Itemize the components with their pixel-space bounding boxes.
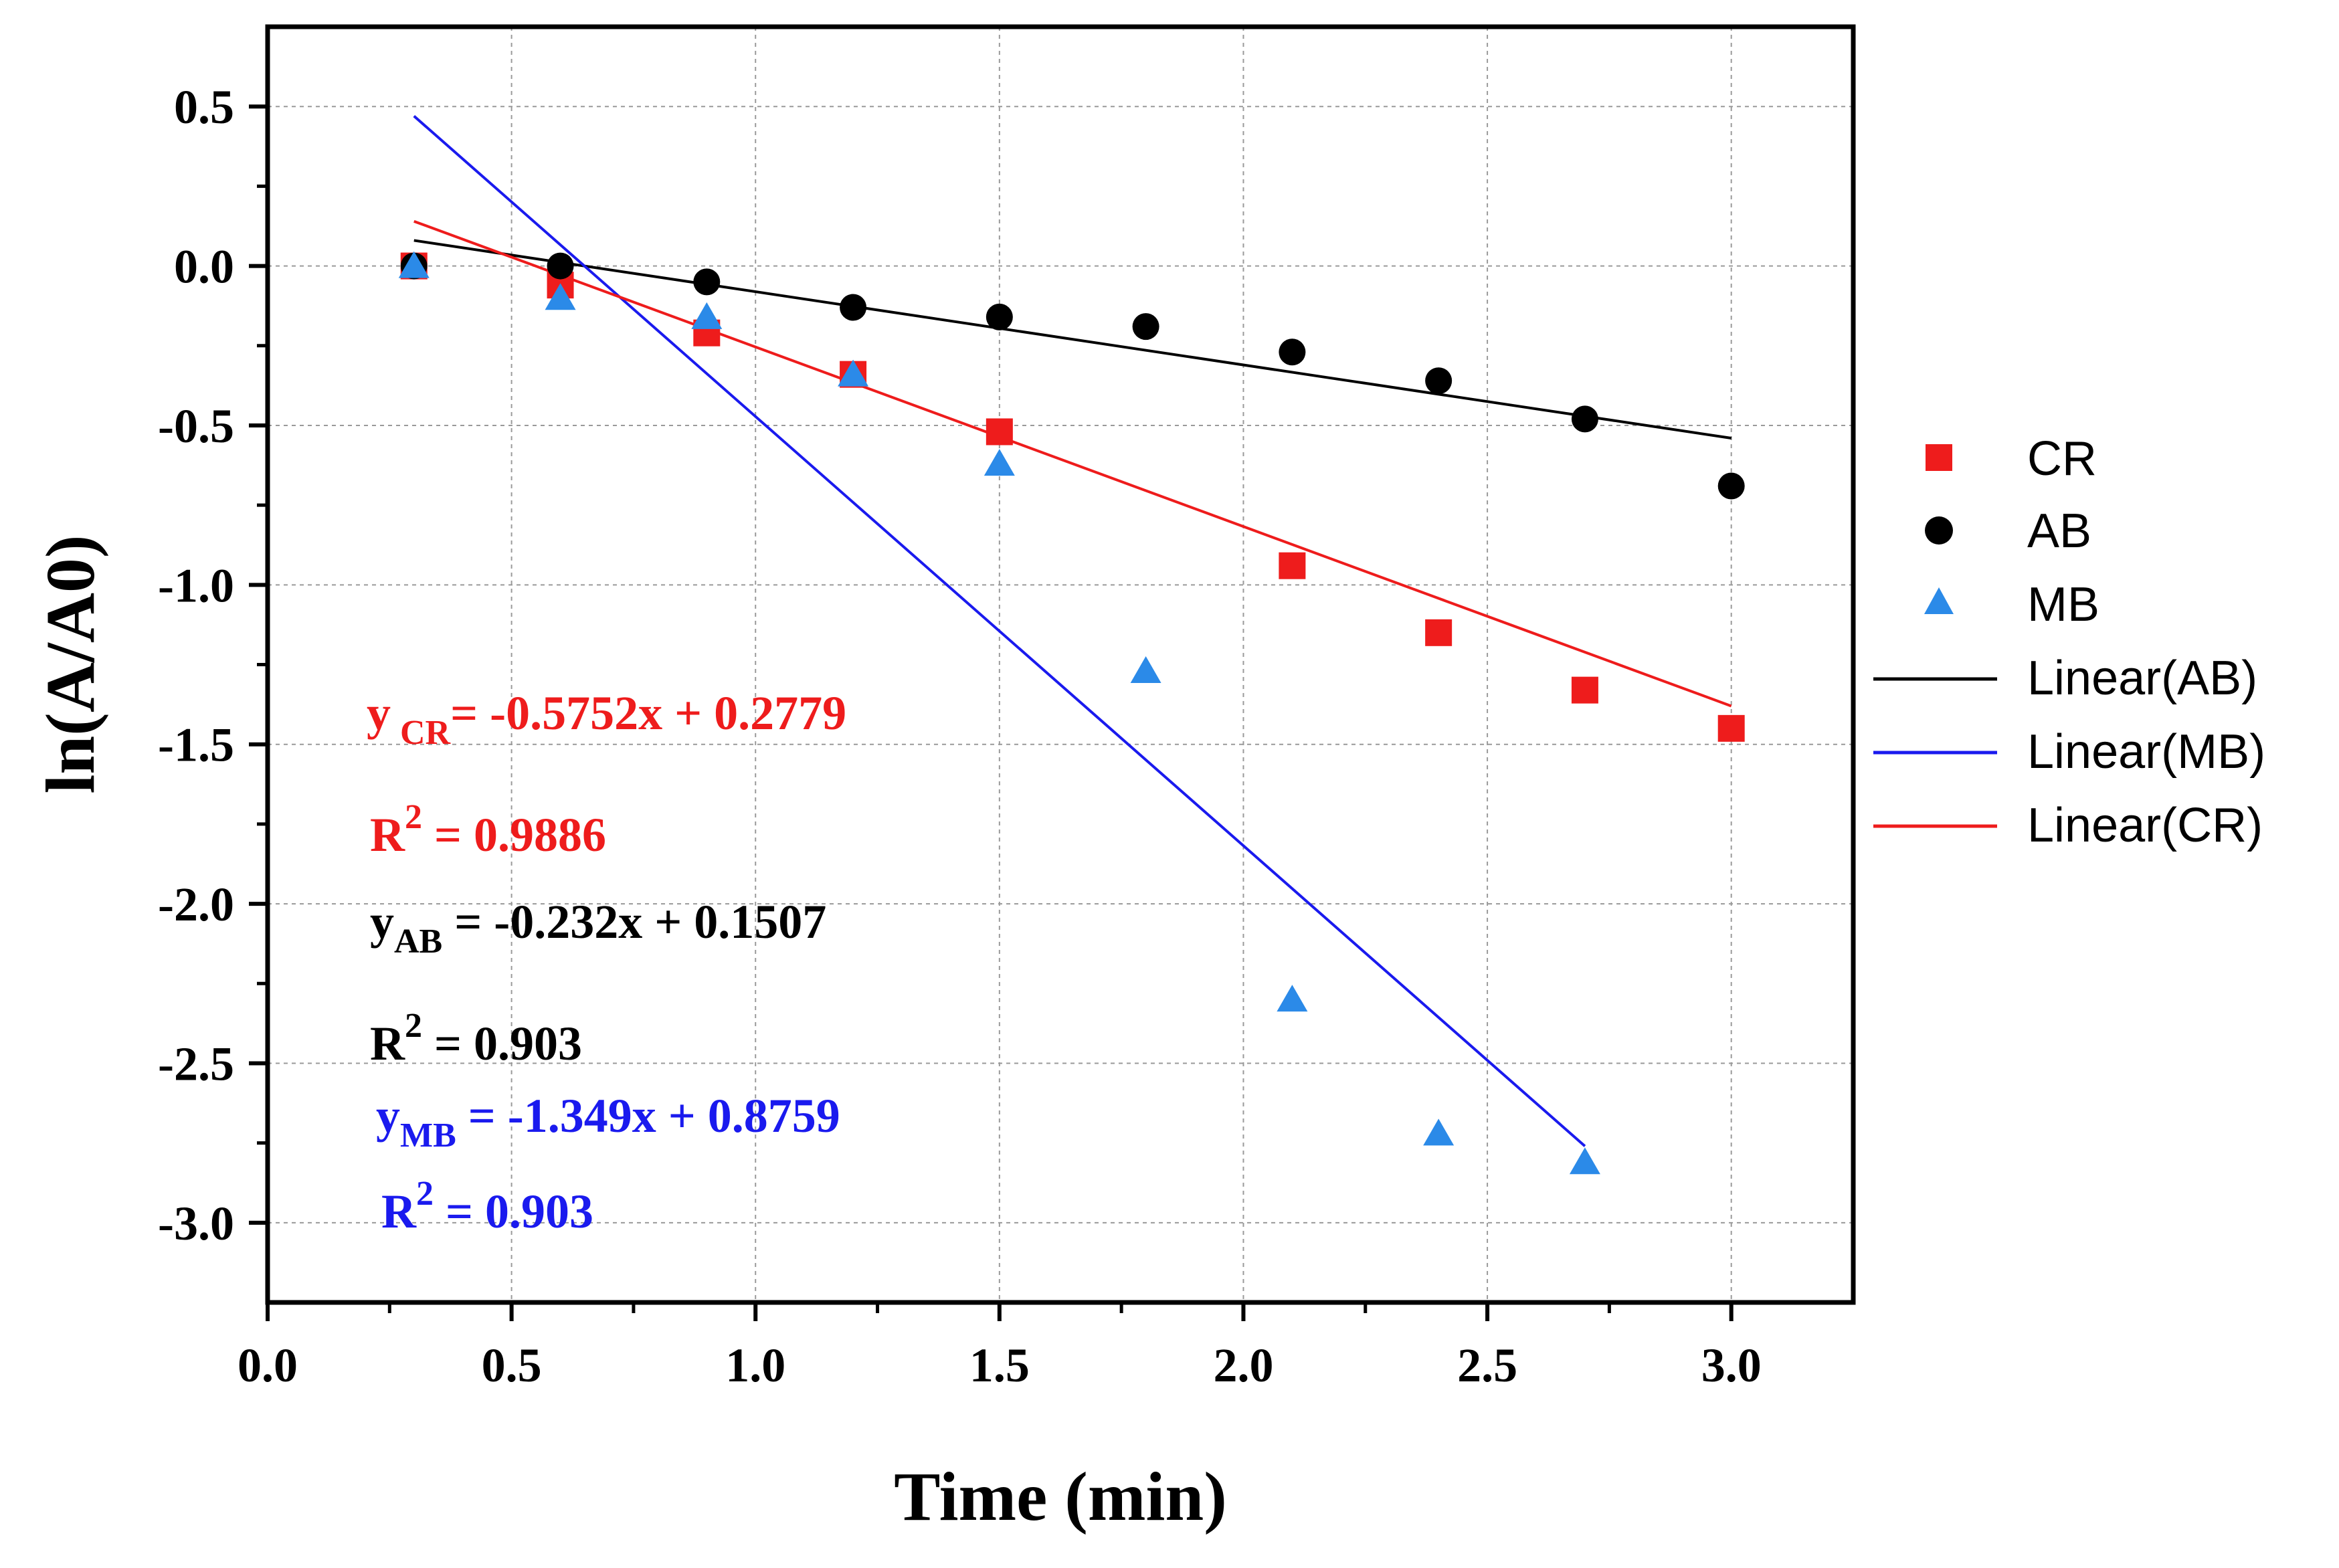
point-mb [1277,985,1308,1012]
grid-layer [268,27,1853,1302]
point-ab [1571,405,1598,433]
fit-equations: y CR= -0.5752x + 0.2779 R2 = 0.9886 yAB =… [367,686,846,1238]
legend-label-ab: AB [2027,504,2091,558]
point-ab [547,252,574,280]
annotation-cr-r2: R2 = 0.9886 [370,798,606,862]
annotation-cr-r2-sup: 2 [405,798,422,836]
annotation-mb-eq-rest: = -1.349x + 0.8759 [456,1089,840,1143]
annotation-ab-equation: yAB = -0.232x + 0.1507 [370,895,826,961]
annotation-ab-r2-lead: R [370,1017,405,1070]
point-ab [693,268,721,296]
x-tick-label: 1.5 [969,1339,1030,1392]
point-ab [1425,367,1453,395]
x-tick-labels: 0.0 0.5 1.0 1.5 2.0 2.5 3.0 [238,1339,1762,1392]
x-tick-label: 1.0 [725,1339,785,1392]
annotation-cr-eq-lead: y [367,686,391,740]
data-points [398,251,1745,1175]
x-tick-label: 3.0 [1701,1339,1762,1392]
x-tick-label: 2.0 [1213,1339,1273,1392]
annotation-ab-r2-sup: 2 [405,1007,422,1045]
x-tick-label: 0.0 [238,1339,298,1392]
annotation-ab-eq-rest: = -0.232x + 0.1507 [442,895,826,949]
x-axis-title: Time (min) [894,1458,1227,1535]
legend-label-mb: MB [2027,578,2099,631]
annotation-mb-eq-sub: MB [400,1116,456,1155]
point-ab [1717,472,1745,500]
annotation-cr-r2-lead: R [370,808,405,862]
point-ab [1279,338,1306,366]
point-mb [691,302,723,329]
legend-marker-ab [1925,516,1953,545]
legend-label-cr: CR [2027,432,2097,486]
x-tick-label: 2.5 [1457,1339,1517,1392]
y-tick-labels: 0.5 0.0 -0.5 -1.0 -1.5 -2.0 -2.5 -3.0 [158,80,234,1250]
annotation-mb-r2: R2 = 0.903 [381,1175,593,1238]
y-tick-label: -3.0 [158,1197,234,1250]
annotation-cr-r2-rest: = 0.9886 [422,808,606,862]
annotation-cr-equation: y CR= -0.5752x + 0.2779 [367,686,846,752]
annotation-mb-r2-lead: R [381,1185,417,1238]
point-mb [1423,1118,1455,1146]
y-tick-label: -2.0 [158,878,234,931]
legend-marker-cr [1926,444,1952,471]
annotation-ab-eq-lead: y [370,895,394,949]
y-tick-label: -0.5 [158,399,234,453]
point-ab [1132,313,1159,340]
y-tick-label: -2.5 [158,1037,234,1090]
y-axis-title: ln(A/A0) [32,534,109,793]
annotation-cr-eq-sub: CR [400,714,452,752]
annotation-ab-r2-rest: = 0.903 [422,1017,582,1070]
point-mb [984,449,1015,476]
point-mb [1130,656,1161,684]
point-cr [1717,714,1745,742]
point-cr [1425,619,1453,646]
annotation-ab-eq-sub: AB [394,922,442,961]
annotation-mb-r2-rest: = 0.903 [434,1185,593,1238]
point-mb [1569,1147,1600,1175]
y-tick-label: -1.0 [158,559,234,612]
x-tick-label: 0.5 [482,1339,542,1392]
point-ab [840,294,867,321]
legend: CR AB MB Linear(AB) Linear(MB) Linear(CR… [1873,432,2265,852]
fit-line-linearmb [413,114,1586,1147]
annotation-ab-r2: R2 = 0.903 [370,1007,582,1070]
annotation-cr-eq-rest: = -0.5752x + 0.2779 [450,686,846,740]
y-tick-label: -1.5 [158,718,234,772]
point-cr [1279,552,1306,579]
point-mb [838,359,869,387]
axis-ticks [249,104,1734,1321]
fit-lines [413,114,1732,1147]
legend-label-linear-cr: Linear(CR) [2027,799,2263,852]
point-mb [545,283,576,310]
y-tick-label: 0.0 [174,240,234,294]
point-cr [1571,676,1598,704]
y-tick-label: 0.5 [174,80,234,134]
annotation-mb-r2-sup: 2 [416,1175,434,1213]
legend-marker-mb [1924,587,1954,614]
fit-line-linearab [413,239,1732,439]
fit-line-linearcr [413,219,1732,708]
point-cr [986,418,1013,446]
legend-label-linear-ab: Linear(AB) [2027,652,2257,705]
point-mb [398,251,430,278]
point-ab [986,303,1013,330]
annotation-mb-equation: yMB = -1.349x + 0.8759 [376,1089,840,1155]
annotation-mb-eq-lead: y [376,1089,400,1143]
legend-label-linear-mb: Linear(MB) [2027,725,2265,779]
